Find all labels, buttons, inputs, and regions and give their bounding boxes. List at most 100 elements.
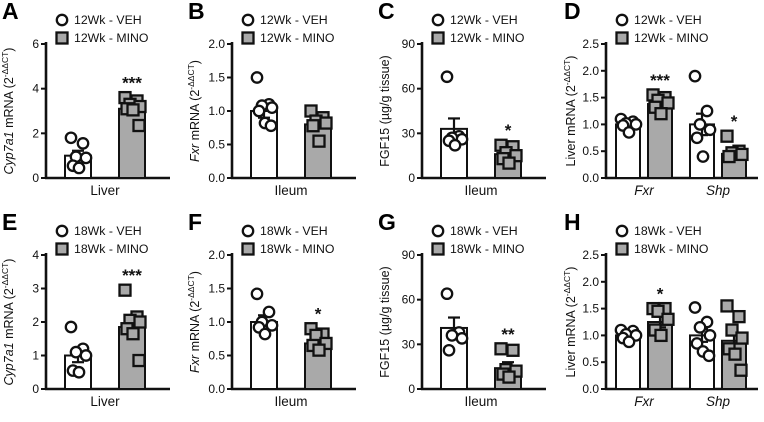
svg-text:18Wk - MINO: 18Wk - MINO — [634, 242, 708, 256]
chart-g-fgf15-ileum-18wk: 0 30 60 90 FGF15 (µg/g tissue) 18Wk - VEH 18Wk… — [378, 224, 546, 409]
svg-text:*: * — [657, 285, 664, 304]
panel-letter-h: H — [564, 211, 581, 235]
svg-text:12Wk - MINO: 12Wk - MINO — [634, 31, 708, 45]
svg-text:12Wk - VEH: 12Wk - VEH — [450, 13, 518, 27]
panel-letter-a: A — [2, 0, 19, 24]
svg-text:18Wk - MINO: 18Wk - MINO — [450, 242, 524, 256]
svg-text:Fxr mRNA (2-ΔΔCT): Fxr mRNA (2-ΔΔCT) — [186, 271, 202, 373]
chart-e-cyp7a1-liver-18wk: 0 1 2 3 4 Cyp7a1 mRNA (2-ΔΔCT) 18Wk - VEH 18Wk … — [0, 224, 170, 409]
svg-text:6: 6 — [32, 37, 39, 51]
svg-text:1.0: 1.0 — [582, 117, 599, 131]
svg-text:Ileum: Ileum — [274, 394, 307, 409]
panel-a: A 0 2 4 6 Cyp7a1 mRNA (2-ΔΔCT) 12Wk - VEH 12Wk… — [0, 0, 186, 211]
chart-a-cyp7a1-liver-12wk: 0 2 4 6 Cyp7a1 mRNA (2-ΔΔCT) 12Wk - VEH 12Wk -… — [0, 13, 170, 198]
svg-text:***: *** — [122, 74, 142, 93]
panel-b: B 0.0 0.5 1.0 1.5 2.0 Fxr mRNA (2-ΔΔCT) 12Wk -… — [186, 0, 376, 211]
svg-text:90: 90 — [402, 37, 416, 51]
svg-text:1: 1 — [32, 349, 39, 363]
svg-text:FGF15 (µg/g tissue): FGF15 (µg/g tissue) — [378, 55, 392, 166]
svg-text:Liver: Liver — [90, 183, 120, 198]
svg-text:12Wk - MINO: 12Wk - MINO — [450, 31, 524, 45]
svg-text:Ileum: Ileum — [464, 183, 497, 198]
svg-text:0: 0 — [32, 382, 39, 396]
svg-text:1.5: 1.5 — [208, 71, 225, 85]
svg-text:Shp: Shp — [706, 394, 731, 409]
svg-text:12Wk - MINO: 12Wk - MINO — [260, 31, 334, 45]
svg-text:**: ** — [501, 325, 515, 344]
chart-c-fgf15-ileum-12wk: 0 30 60 90 FGF15 (µg/g tissue) 12Wk - VEH 12Wk… — [378, 13, 546, 198]
svg-text:90: 90 — [402, 248, 416, 262]
svg-text:2.0: 2.0 — [582, 64, 599, 78]
panel-d: D 0.0 0.5 1.0 1.5 2.0 2.5 Liver mRNA (2-ΔΔCT) 1… — [562, 0, 764, 211]
svg-text:0: 0 — [408, 382, 415, 396]
svg-text:60: 60 — [402, 82, 416, 96]
svg-text:4: 4 — [32, 248, 39, 262]
svg-text:0.5: 0.5 — [582, 355, 599, 369]
panel-letter-g: G — [378, 211, 396, 235]
svg-text:*: * — [731, 112, 738, 131]
chart-b-fxr-ileum-12wk: 0.0 0.5 1.0 1.5 2.0 Fxr mRNA (2-ΔΔCT) 12Wk - V… — [186, 13, 356, 198]
svg-text:18Wk - VEH: 18Wk - VEH — [74, 224, 142, 238]
svg-text:*: * — [315, 305, 322, 324]
svg-text:Fxr mRNA (2-ΔΔCT): Fxr mRNA (2-ΔΔCT) — [186, 60, 202, 162]
svg-text:Cyp7a1 mRNA (2-ΔΔCT): Cyp7a1 mRNA (2-ΔΔCT) — [0, 259, 16, 386]
svg-text:12Wk - VEH: 12Wk - VEH — [634, 13, 702, 27]
svg-text:2.0: 2.0 — [208, 248, 225, 262]
svg-text:Cyp7a1 mRNA (2-ΔΔCT): Cyp7a1 mRNA (2-ΔΔCT) — [0, 48, 16, 175]
svg-text:0: 0 — [32, 171, 39, 185]
svg-text:0.5: 0.5 — [208, 138, 225, 152]
svg-text:18Wk - MINO: 18Wk - MINO — [260, 242, 334, 256]
svg-text:***: *** — [122, 266, 142, 285]
svg-text:2: 2 — [32, 126, 39, 140]
panel-letter-f: F — [188, 211, 203, 235]
svg-text:0: 0 — [408, 171, 415, 185]
svg-text:4: 4 — [32, 82, 39, 96]
chart-f-fxr-ileum-18wk: 0.0 0.5 1.0 1.5 2.0 Fxr mRNA (2-ΔΔCT) 18Wk - V… — [186, 224, 356, 409]
svg-text:Shp: Shp — [706, 183, 731, 198]
svg-text:3: 3 — [32, 282, 39, 296]
panel-letter-b: B — [188, 0, 205, 24]
svg-text:0.0: 0.0 — [582, 171, 599, 185]
svg-text:12Wk - VEH: 12Wk - VEH — [74, 13, 142, 27]
svg-text:Ileum: Ileum — [274, 183, 307, 198]
svg-text:1.0: 1.0 — [582, 328, 599, 342]
svg-text:1.0: 1.0 — [208, 315, 225, 329]
svg-text:1.5: 1.5 — [208, 282, 225, 296]
svg-text:18Wk - VEH: 18Wk - VEH — [634, 224, 702, 238]
svg-text:***: *** — [650, 71, 670, 90]
panel-letter-c: C — [378, 0, 395, 24]
svg-text:2.0: 2.0 — [208, 37, 225, 51]
svg-text:Fxr: Fxr — [634, 394, 654, 409]
svg-text:Liver mRNA (2-ΔΔCT): Liver mRNA (2-ΔΔCT) — [562, 267, 578, 378]
svg-text:2.5: 2.5 — [582, 37, 599, 51]
panel-c: C 0 30 60 90 FGF15 (µg/g tissue) 12Wk - VEH 12… — [376, 0, 562, 211]
svg-text:2.0: 2.0 — [582, 275, 599, 289]
svg-text:60: 60 — [402, 293, 416, 307]
svg-text:30: 30 — [402, 337, 416, 351]
svg-text:0.0: 0.0 — [208, 382, 225, 396]
svg-text:Liver mRNA (2-ΔΔCT): Liver mRNA (2-ΔΔCT) — [562, 56, 578, 167]
svg-text:0.0: 0.0 — [208, 171, 225, 185]
panel-letter-e: E — [2, 211, 18, 235]
svg-text:18Wk - MINO: 18Wk - MINO — [74, 242, 148, 256]
svg-text:18Wk - VEH: 18Wk - VEH — [450, 224, 518, 238]
svg-text:1.5: 1.5 — [582, 302, 599, 316]
svg-text:0.5: 0.5 — [582, 144, 599, 158]
panel-e: E 0 1 2 3 4 Cyp7a1 mRNA (2-ΔΔCT) 18Wk - VEH 18W… — [0, 211, 186, 422]
panel-h: H 0.0 0.5 1.0 1.5 2.0 2.5 Liver mRNA (2-ΔΔCT) 1… — [562, 211, 764, 422]
svg-text:2.5: 2.5 — [582, 248, 599, 262]
chart-d-liver-mrna-12wk: 0.0 0.5 1.0 1.5 2.0 2.5 Liver mRNA (2-ΔΔCT) 12W… — [562, 13, 758, 198]
svg-text:Liver: Liver — [90, 394, 120, 409]
svg-text:1.0: 1.0 — [208, 104, 225, 118]
svg-text:Ileum: Ileum — [464, 394, 497, 409]
svg-text:0.0: 0.0 — [582, 382, 599, 396]
panel-f: F 0.0 0.5 1.0 1.5 2.0 Fxr mRNA (2-ΔΔCT) 18Wk -… — [186, 211, 376, 422]
chart-h-liver-mrna-18wk: 0.0 0.5 1.0 1.5 2.0 2.5 Liver mRNA (2-ΔΔCT) 18W… — [562, 224, 758, 409]
svg-text:30: 30 — [402, 126, 416, 140]
svg-text:1.5: 1.5 — [582, 91, 599, 105]
panel-letter-d: D — [564, 0, 581, 24]
svg-text:Fxr: Fxr — [634, 183, 654, 198]
svg-text:FGF15 (µg/g tissue): FGF15 (µg/g tissue) — [378, 266, 392, 377]
svg-text:12Wk - MINO: 12Wk - MINO — [74, 31, 148, 45]
